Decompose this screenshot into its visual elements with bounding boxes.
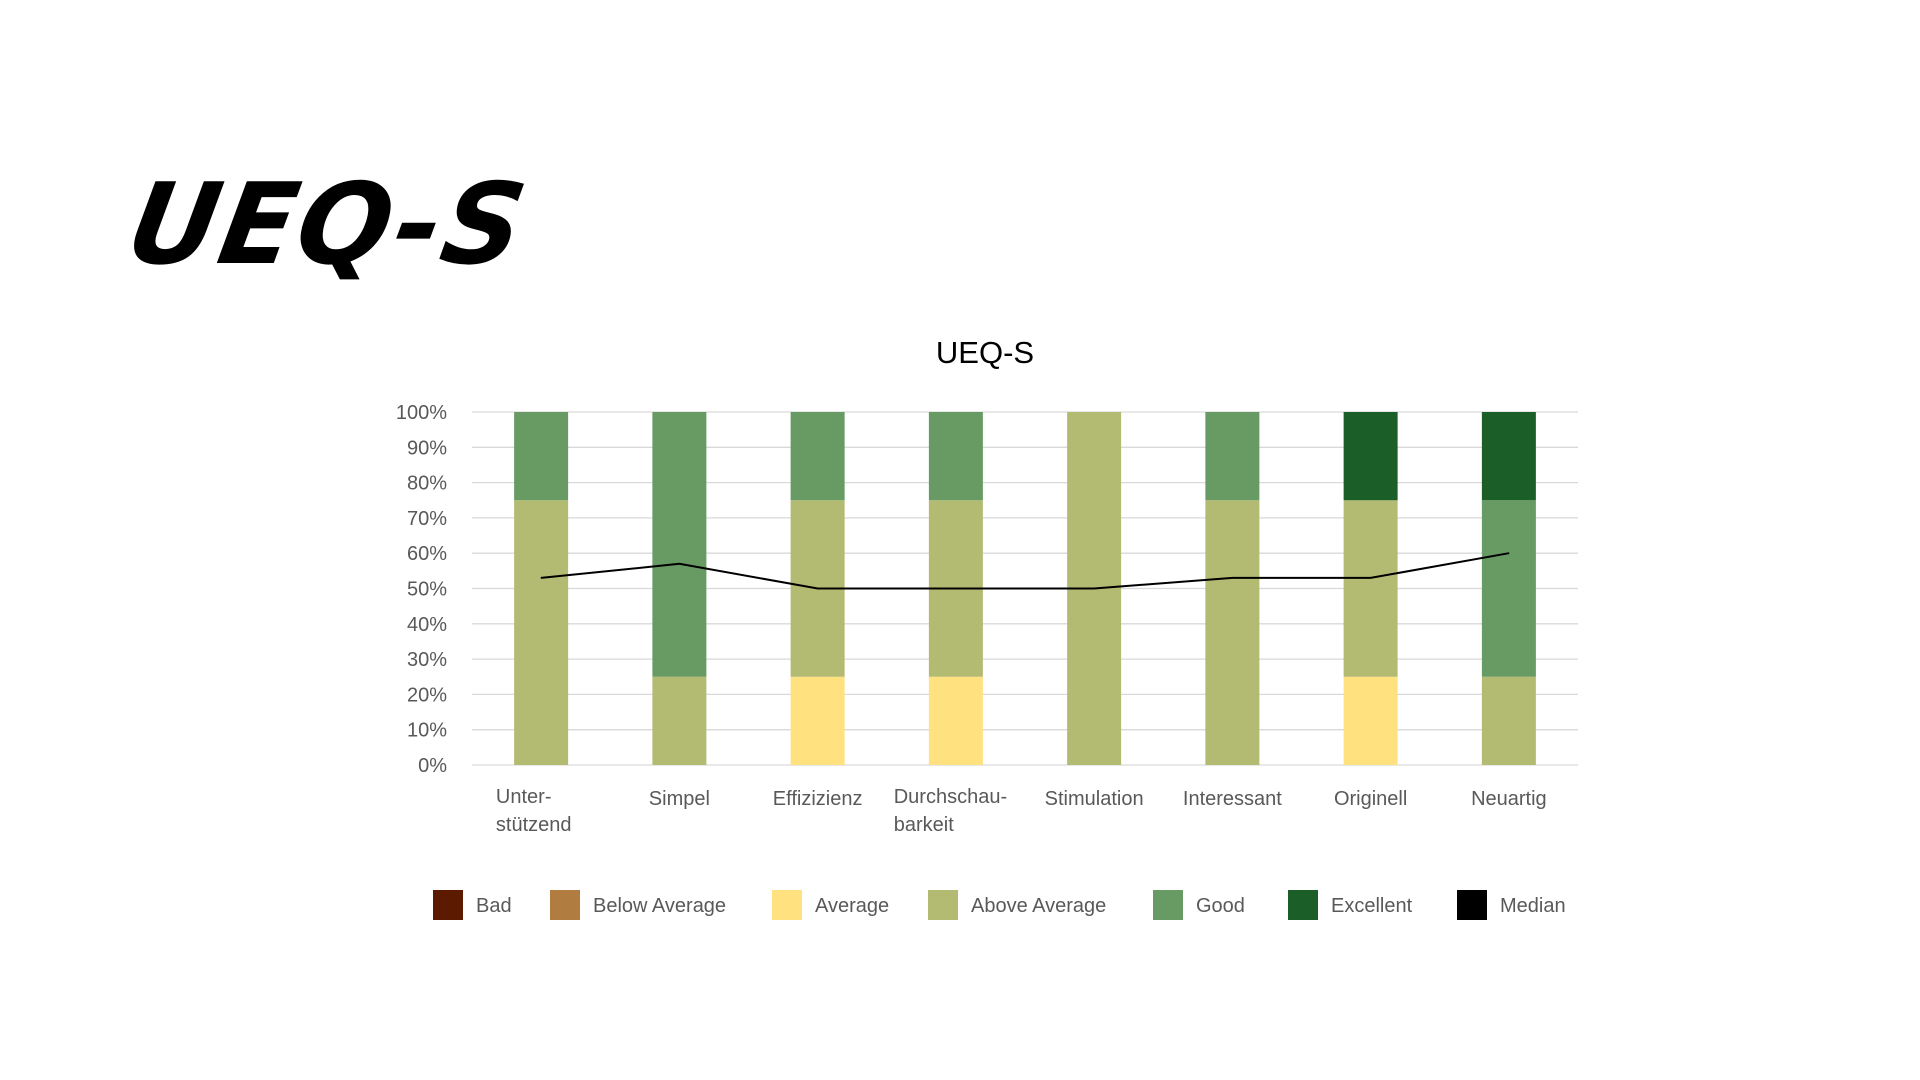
bar-segment — [652, 676, 707, 765]
legend-swatch — [772, 890, 802, 920]
median-line-layer — [540, 552, 1510, 590]
median-point — [817, 587, 819, 590]
median-point — [1093, 587, 1095, 590]
legend: Bad Below Average Average Above Average Good… — [433, 890, 1566, 920]
y-tick-label: 90% — [407, 437, 447, 459]
bars — [514, 412, 1536, 765]
bar-segment — [790, 676, 845, 765]
bar-segment — [514, 500, 569, 765]
legend-swatch — [433, 890, 463, 920]
median-point — [955, 587, 957, 590]
bar-segment — [928, 412, 983, 501]
y-tick-label: 80% — [407, 473, 447, 495]
x-tick-label: Durchschau- — [894, 786, 1007, 808]
y-tick-label: 60% — [407, 543, 447, 565]
median-point — [1508, 552, 1510, 554]
legend-swatch — [928, 890, 958, 920]
x-tick-label: Effizizienz — [773, 788, 863, 810]
median-point — [540, 577, 542, 579]
y-tick-label: 10% — [407, 720, 447, 742]
chart-title: UEQ-S — [936, 335, 1034, 370]
legend-label: Bad — [476, 895, 512, 917]
legend-swatch — [1457, 890, 1487, 920]
bar-segment — [514, 412, 569, 501]
legend-swatch — [1153, 890, 1183, 920]
median-point — [1370, 577, 1372, 579]
bar-segment — [1205, 412, 1260, 501]
bar-segment — [1481, 412, 1536, 501]
bar-segment — [1205, 500, 1260, 765]
x-tick-label: barkeit — [894, 814, 954, 836]
x-tick-label: Simpel — [649, 788, 710, 810]
bar-segment — [1481, 500, 1536, 677]
y-tick-label: 70% — [407, 508, 447, 530]
median-line — [541, 552, 1510, 590]
legend-swatch — [1288, 890, 1318, 920]
median-point — [1231, 577, 1233, 579]
bar-segment — [1343, 412, 1398, 501]
y-tick-label: 50% — [407, 579, 447, 601]
x-tick-label: Stimulation — [1045, 788, 1144, 810]
bar-segment — [928, 676, 983, 765]
y-tick-label: 30% — [407, 649, 447, 671]
y-tick-label: 20% — [407, 684, 447, 706]
x-tick-label: Interessant — [1183, 788, 1282, 810]
bar-segment — [1343, 676, 1398, 765]
bar-segment — [1343, 500, 1398, 677]
y-tick-label: 0% — [418, 755, 447, 777]
y-axis-labels: 0% 10% 20% 30% 40% 50% 60% 70% 80% 90% 100% — [396, 402, 447, 777]
x-tick-label: stützend — [496, 814, 572, 836]
legend-label: Average — [815, 895, 889, 917]
x-tick-label: Neuartig — [1471, 788, 1547, 810]
y-tick-label: 40% — [407, 614, 447, 636]
legend-label: Median — [1500, 895, 1566, 917]
x-tick-label: Unter- — [496, 786, 552, 808]
legend-label: Excellent — [1331, 895, 1413, 917]
bar-segment — [652, 412, 707, 677]
y-tick-label: 100% — [396, 402, 447, 424]
median-point — [678, 563, 680, 565]
x-tick-label: Originell — [1334, 788, 1407, 810]
legend-label: Below Average — [593, 895, 726, 917]
x-axis-labels: Unter-stützend Simpel Effizizienz Durchscha… — [496, 786, 1547, 836]
legend-label: Good — [1196, 895, 1245, 917]
bar-segment — [1481, 676, 1536, 765]
legend-label: Above Average — [971, 895, 1106, 917]
legend-swatch — [550, 890, 580, 920]
bar-segment — [790, 412, 845, 501]
